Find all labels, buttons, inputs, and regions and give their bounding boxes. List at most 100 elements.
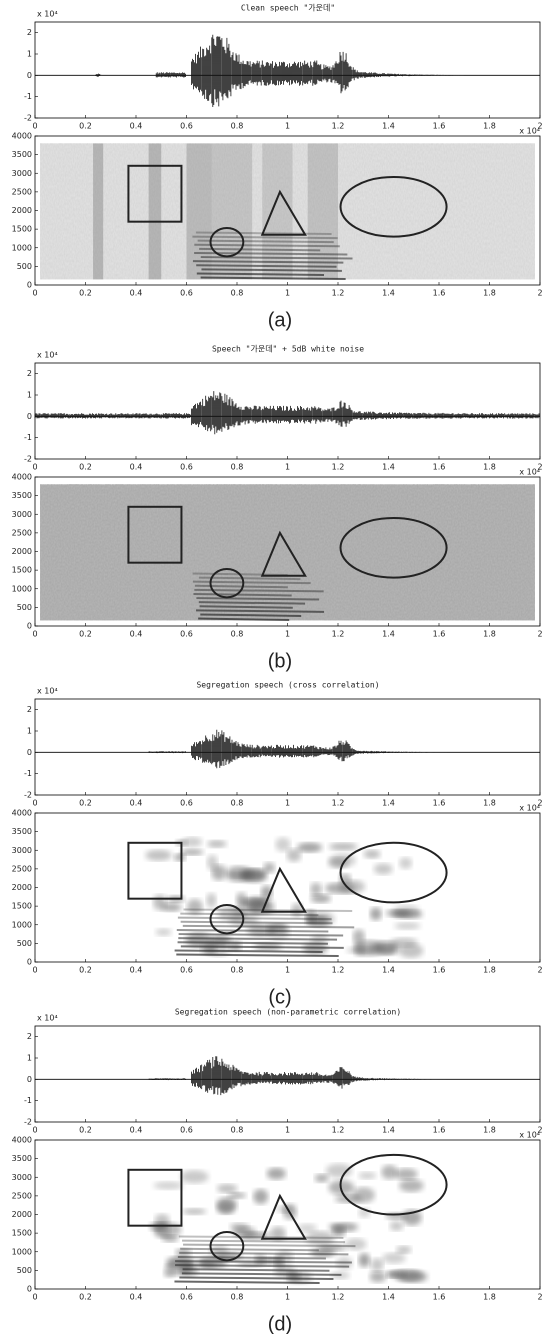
x-scale-label: x 10⁴ bbox=[519, 804, 540, 813]
y-tick-label: -1 bbox=[24, 92, 32, 101]
spec-blob bbox=[181, 1170, 209, 1183]
x-tick-label: 1.4 bbox=[382, 630, 395, 639]
x-tick-label: 0.8 bbox=[231, 122, 244, 131]
x-tick-label: 1.2 bbox=[332, 1293, 345, 1302]
spec-blob bbox=[332, 1225, 345, 1237]
spec-band bbox=[212, 143, 252, 279]
x-tick-label: 2 bbox=[537, 1293, 542, 1302]
square-marker bbox=[128, 1170, 181, 1226]
x-tick-label: 0.2 bbox=[79, 289, 92, 298]
spec-blob bbox=[370, 1271, 387, 1282]
x-tick-label: 0.8 bbox=[231, 630, 244, 639]
spec-blob bbox=[393, 910, 423, 919]
spec-band bbox=[262, 143, 292, 279]
x-tick-label: 1.8 bbox=[483, 630, 496, 639]
x-tick-label: 1.6 bbox=[433, 289, 446, 298]
spec-blob bbox=[326, 1164, 352, 1178]
y-tick-label: 500 bbox=[17, 262, 32, 271]
spec-blob bbox=[264, 862, 276, 873]
x-tick-label: 0.4 bbox=[130, 966, 143, 975]
y-tick-label: 2000 bbox=[12, 883, 32, 892]
spec-blob bbox=[174, 854, 186, 861]
axes-box bbox=[35, 699, 540, 795]
y-scale-label: x 10⁴ bbox=[37, 687, 58, 696]
harmonic bbox=[177, 930, 329, 931]
spec-band bbox=[93, 143, 103, 279]
x-tick-label: 1.4 bbox=[382, 1293, 395, 1302]
x-tick-label: 0.2 bbox=[79, 966, 92, 975]
spec-blob bbox=[399, 1179, 424, 1192]
y-tick-label: -1 bbox=[24, 433, 32, 442]
x-tick-label: 0.6 bbox=[180, 289, 193, 298]
harmonic bbox=[175, 950, 323, 951]
spectrogram-image bbox=[150, 1164, 428, 1284]
x-tick-label: 1 bbox=[285, 1126, 290, 1135]
large-ellipse-marker bbox=[341, 843, 447, 903]
waveform bbox=[149, 1056, 446, 1095]
y-tick-label: 2500 bbox=[12, 864, 32, 873]
x-tick-label: 1.4 bbox=[382, 799, 395, 808]
y-tick-label: 1000 bbox=[12, 1247, 32, 1256]
spec-band bbox=[149, 143, 162, 279]
y-tick-label: 1500 bbox=[12, 225, 32, 234]
x-tick-label: 1.2 bbox=[332, 966, 345, 975]
spec-blob bbox=[352, 1187, 375, 1203]
y-tick-label: -2 bbox=[24, 791, 32, 800]
x-tick-label: 1 bbox=[285, 1293, 290, 1302]
x-tick-label: 1.6 bbox=[433, 1126, 446, 1135]
x-tick-label: 0 bbox=[32, 630, 37, 639]
spec-blob bbox=[398, 1271, 428, 1283]
panel-title: Segregation speech (cross correlation) bbox=[196, 681, 379, 690]
x-scale-label: x 10⁴ bbox=[519, 127, 540, 136]
x-tick-label: 0.2 bbox=[79, 799, 92, 808]
y-tick-label: -1 bbox=[24, 769, 32, 778]
x-tick-label: 0.8 bbox=[231, 799, 244, 808]
x-scale-label: x 10⁴ bbox=[519, 468, 540, 477]
x-tick-label: 1.6 bbox=[433, 799, 446, 808]
y-tick-label: 2500 bbox=[12, 528, 32, 537]
x-tick-label: 0.2 bbox=[79, 1293, 92, 1302]
y-tick-label: 0 bbox=[27, 71, 32, 80]
waveform bbox=[95, 35, 464, 107]
spec-blob bbox=[395, 1168, 418, 1179]
y-tick-label: 2500 bbox=[12, 1191, 32, 1200]
spec-blob bbox=[181, 849, 204, 855]
spectrogram-image bbox=[40, 484, 535, 620]
spec-blob bbox=[374, 864, 393, 875]
x-tick-label: 1.4 bbox=[382, 1126, 395, 1135]
spectrogram-image bbox=[40, 143, 535, 279]
y-tick-label: -1 bbox=[24, 1096, 32, 1105]
y-tick-label: 1500 bbox=[12, 902, 32, 911]
y-scale-label: x 10⁴ bbox=[37, 10, 58, 19]
y-tick-label: 0 bbox=[27, 281, 32, 290]
y-tick-label: 4000 bbox=[12, 1136, 32, 1145]
y-tick-label: 2000 bbox=[12, 1210, 32, 1219]
y-tick-label: 1000 bbox=[12, 243, 32, 252]
x-tick-label: 0.6 bbox=[180, 122, 193, 131]
spectrogram-image bbox=[145, 837, 423, 958]
x-tick-label: 0 bbox=[32, 122, 37, 131]
y-tick-label: 500 bbox=[17, 939, 32, 948]
x-tick-label: 0.8 bbox=[231, 1126, 244, 1135]
y-tick-label: 2000 bbox=[12, 547, 32, 556]
x-tick-label: 0.8 bbox=[231, 1293, 244, 1302]
y-tick-label: 1 bbox=[27, 1054, 32, 1063]
x-tick-label: 0 bbox=[32, 289, 37, 298]
spec-blob bbox=[183, 1208, 207, 1214]
spec-blob bbox=[311, 894, 331, 903]
x-tick-label: 1.4 bbox=[382, 122, 395, 131]
y-tick-label: 0 bbox=[27, 622, 32, 631]
spec-blob bbox=[371, 1258, 384, 1272]
x-tick-label: 1.8 bbox=[483, 1126, 496, 1135]
x-tick-label: 2 bbox=[537, 630, 542, 639]
spec-blob bbox=[240, 869, 266, 881]
spec-blob bbox=[274, 1266, 295, 1278]
figure: Clean speech "가운데"00.20.40.60.811.21.41.… bbox=[0, 0, 542, 1334]
x-tick-label: 0.4 bbox=[130, 463, 143, 472]
x-tick-label: 1.8 bbox=[483, 799, 496, 808]
spec-blob bbox=[315, 1174, 329, 1182]
waveform bbox=[35, 391, 539, 434]
x-tick-label: 0.8 bbox=[231, 463, 244, 472]
spec-blob bbox=[162, 903, 182, 911]
x-tick-label: 0 bbox=[32, 1126, 37, 1135]
